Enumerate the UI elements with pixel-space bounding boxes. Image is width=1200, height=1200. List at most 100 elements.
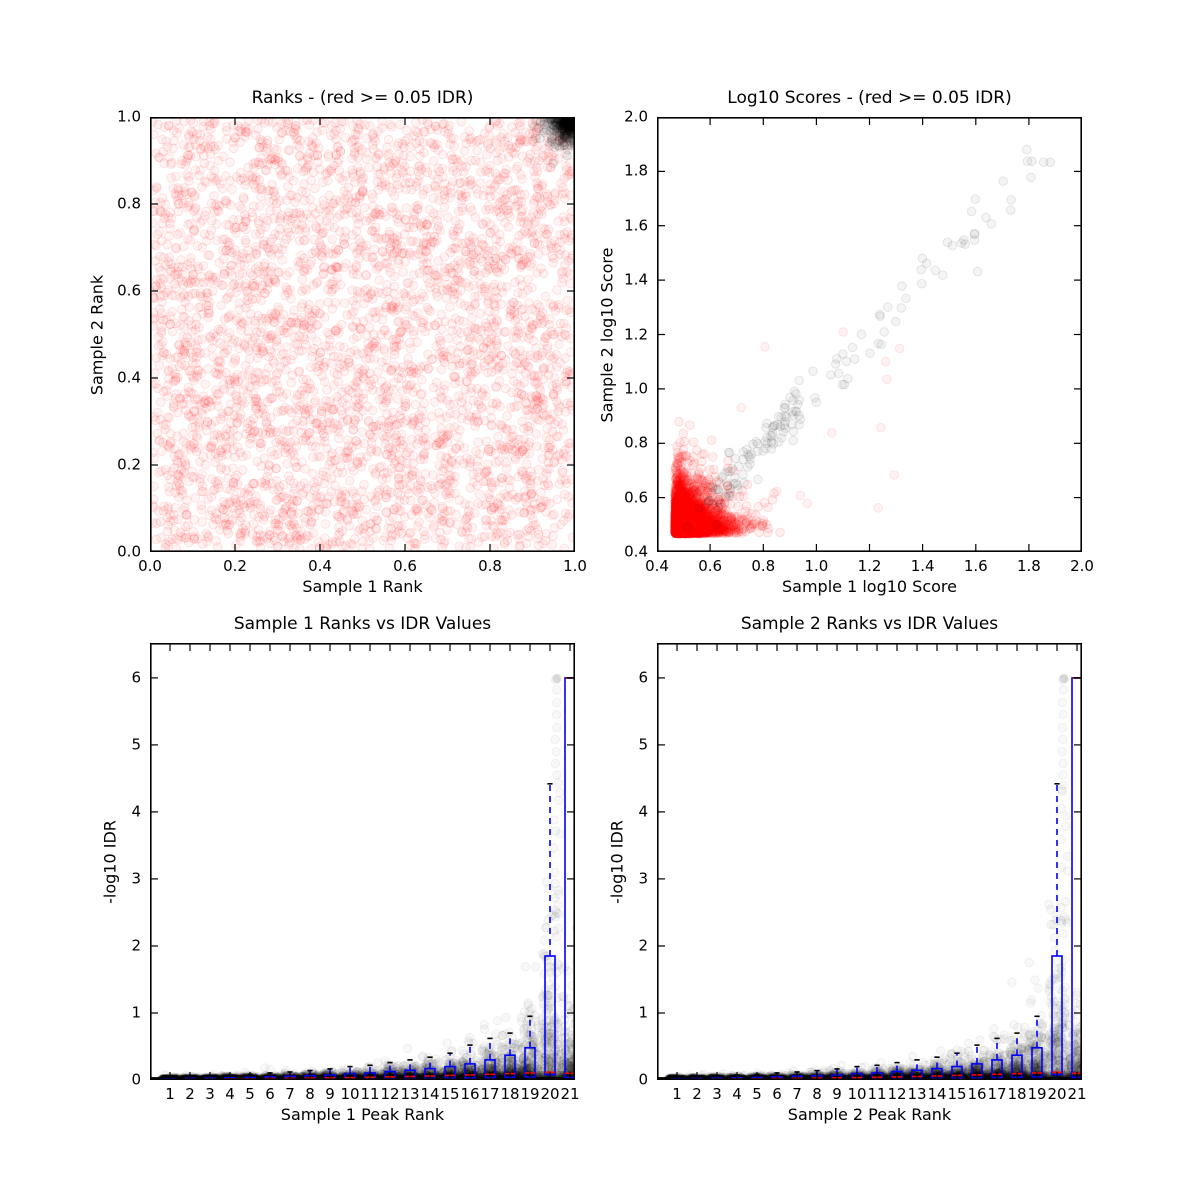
x-tick-label: 15 <box>947 1087 966 1102</box>
y-tick-label: 5 <box>638 737 648 752</box>
x-tick-label: 0.2 <box>223 559 247 574</box>
y-tick-label: 1.0 <box>624 381 648 396</box>
x-tick-label: 11 <box>360 1087 379 1102</box>
x-tick-label: 4 <box>225 1087 235 1102</box>
y-tick-label: 2 <box>638 938 648 953</box>
x-tick-label: 0.0 <box>138 559 162 574</box>
y-tick-label: 0.6 <box>117 284 141 299</box>
x-tick-label: 6 <box>772 1087 782 1102</box>
x-tick-label: 17 <box>480 1087 499 1102</box>
x-tick-label: 20 <box>1047 1087 1066 1102</box>
x-tick-label: 8 <box>812 1087 822 1102</box>
y-tick-label: 0.8 <box>117 197 141 212</box>
x-tick-label: 4 <box>732 1087 742 1102</box>
idr-scatter-cloud <box>158 676 576 1080</box>
x-tick-label: 21 <box>560 1087 579 1102</box>
x-tick-label: 2 <box>185 1087 195 1102</box>
y-tick-label: 0.4 <box>624 545 648 560</box>
y-tick-label: 0.2 <box>117 458 141 473</box>
irreproducible-diagonal-points <box>683 145 1054 531</box>
x-tick-label: 2.0 <box>1070 559 1094 574</box>
axis-ticks <box>151 644 574 1080</box>
sample2-idr-boxplot-area <box>657 643 1082 1080</box>
x-tick-label: 5 <box>752 1087 762 1102</box>
boxplot-elements <box>672 678 1082 1080</box>
y-tick-label: 1.0 <box>117 110 141 125</box>
x-tick-label: 1.6 <box>964 559 988 574</box>
x-tick-label: 20 <box>540 1087 559 1102</box>
scores-scatter-plot-area <box>657 117 1082 552</box>
x-tick-label: 12 <box>887 1087 906 1102</box>
y-tick-label: 0.4 <box>117 371 141 386</box>
x-tick-label: 1.0 <box>804 559 828 574</box>
y-tick-label: 1.2 <box>624 327 648 342</box>
y-tick-label: 4 <box>638 804 648 819</box>
y-tick-label: 6 <box>638 670 648 685</box>
x-tick-label: 14 <box>927 1087 946 1102</box>
x-tick-label: 0.4 <box>308 559 332 574</box>
y-tick-label: 0 <box>638 1073 648 1088</box>
x-axis-label: Sample 1 Peak Rank <box>281 1105 444 1124</box>
x-tick-label: 1.8 <box>1017 559 1041 574</box>
x-tick-label: 0.8 <box>478 559 502 574</box>
x-tick-label: 0.4 <box>645 559 669 574</box>
y-tick-label: 3 <box>131 871 141 886</box>
y-tick-label: 0.6 <box>624 490 648 505</box>
x-tick-label: 21 <box>1067 1087 1086 1102</box>
y-axis-label: -log10 IDR <box>101 820 120 904</box>
y-axis-label: Sample 2 Rank <box>88 274 107 394</box>
x-tick-label: 11 <box>867 1087 886 1102</box>
axes-frame <box>658 644 1081 1079</box>
y-tick-label: 1.6 <box>624 218 648 233</box>
x-tick-label: 1.0 <box>563 559 587 574</box>
y-axis-label: -log10 IDR <box>608 820 627 904</box>
y-tick-label: 0.0 <box>117 545 141 560</box>
x-tick-label: 19 <box>1027 1087 1046 1102</box>
x-tick-label: 10 <box>847 1087 866 1102</box>
x-tick-label: 1 <box>672 1087 682 1102</box>
plot-title: Ranks - (red >= 0.05 IDR) <box>252 88 474 108</box>
x-tick-label: 9 <box>325 1087 335 1102</box>
x-tick-label: 12 <box>380 1087 399 1102</box>
x-tick-label: 0.8 <box>751 559 775 574</box>
x-tick-label: 3 <box>205 1087 215 1102</box>
idr-scatter-cloud <box>665 676 1083 1080</box>
sample1-idr-boxplot-area <box>150 643 575 1080</box>
boxplot-elements <box>165 678 575 1080</box>
x-tick-label: 0.6 <box>393 559 417 574</box>
y-tick-label: 3 <box>638 871 648 886</box>
y-axis-label: Sample 2 log10 Score <box>598 247 617 422</box>
y-tick-label: 1.8 <box>624 164 648 179</box>
y-tick-label: 1 <box>638 1005 648 1020</box>
plot-title: Log10 Scores - (red >= 0.05 IDR) <box>727 88 1011 108</box>
x-tick-label: 10 <box>340 1087 359 1102</box>
x-axis-label: Sample 1 log10 Score <box>782 577 957 596</box>
axis-ticks <box>658 644 1081 1080</box>
x-tick-label: 9 <box>832 1087 842 1102</box>
axes-frame <box>151 644 574 1079</box>
y-tick-label: 2.0 <box>624 110 648 125</box>
x-tick-label: 2 <box>692 1087 702 1102</box>
y-tick-label: 4 <box>131 804 141 819</box>
y-tick-label: 5 <box>131 737 141 752</box>
y-tick-label: 1 <box>131 1005 141 1020</box>
x-tick-label: 1 <box>165 1087 175 1102</box>
x-axis-label: Sample 2 Peak Rank <box>788 1105 951 1124</box>
y-tick-label: 2 <box>131 938 141 953</box>
x-tick-label: 0.6 <box>698 559 722 574</box>
y-tick-label: 6 <box>131 670 141 685</box>
x-tick-label: 1.2 <box>858 559 882 574</box>
x-tick-label: 7 <box>792 1087 802 1102</box>
x-tick-label: 14 <box>420 1087 439 1102</box>
ranks-scatter-plot-area <box>150 117 575 552</box>
plot-title: Sample 1 Ranks vs IDR Values <box>234 614 491 634</box>
y-tick-label: 0.8 <box>624 436 648 451</box>
x-tick-label: 16 <box>967 1087 986 1102</box>
idr-cap-top-dot <box>552 674 561 683</box>
x-tick-label: 17 <box>987 1087 1006 1102</box>
x-tick-label: 3 <box>712 1087 722 1102</box>
y-tick-label: 1.4 <box>624 273 648 288</box>
x-tick-label: 13 <box>907 1087 926 1102</box>
x-tick-label: 15 <box>440 1087 459 1102</box>
